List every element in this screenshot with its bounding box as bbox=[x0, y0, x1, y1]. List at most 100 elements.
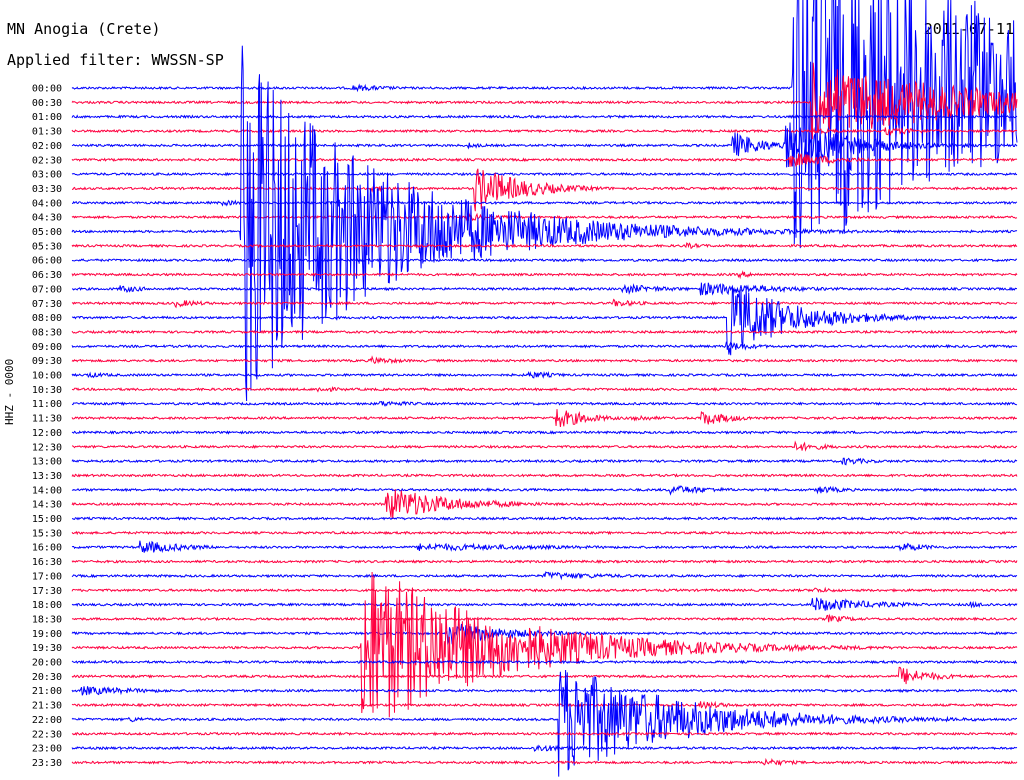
trace-line bbox=[71, 530, 1018, 536]
trace-line bbox=[71, 122, 1018, 168]
trace-line bbox=[71, 171, 1018, 177]
trace-lines bbox=[71, 0, 1018, 777]
trace-line bbox=[71, 400, 1018, 407]
trace-line bbox=[71, 440, 1018, 452]
trace-line bbox=[71, 126, 1018, 137]
row-label: 17:30 bbox=[32, 586, 62, 597]
trace-line bbox=[71, 242, 1018, 250]
row-label: 02:00 bbox=[32, 141, 62, 152]
trace-line bbox=[71, 659, 1018, 665]
row-label: 09:00 bbox=[32, 342, 62, 353]
trace-line bbox=[71, 45, 1018, 402]
row-label: 04:00 bbox=[32, 198, 62, 209]
trace-line bbox=[71, 666, 1018, 685]
trace-line bbox=[72, 199, 1018, 207]
trace-line bbox=[71, 430, 1018, 435]
row-label: 05:00 bbox=[32, 227, 62, 238]
trace-line bbox=[71, 62, 1018, 140]
trace-line bbox=[71, 744, 1018, 752]
row-label: 18:30 bbox=[32, 614, 62, 625]
row-label: 06:30 bbox=[32, 270, 62, 281]
row-label: 22:00 bbox=[32, 715, 62, 726]
row-label: 08:30 bbox=[32, 327, 62, 338]
station-title: MN Anogia (Crete) bbox=[7, 20, 161, 38]
row-label: 01:30 bbox=[32, 127, 62, 138]
row-label: 07:30 bbox=[32, 299, 62, 310]
row-label: 02:30 bbox=[32, 155, 62, 166]
trace-line bbox=[71, 270, 1018, 280]
trace-line bbox=[71, 0, 1018, 249]
trace-line bbox=[71, 114, 1018, 120]
row-label: 01:00 bbox=[32, 112, 62, 123]
trace-line bbox=[71, 757, 1018, 767]
row-label: 17:00 bbox=[32, 571, 62, 582]
trace-line bbox=[71, 571, 1018, 718]
trace-line bbox=[71, 540, 1017, 554]
row-label: 07:00 bbox=[32, 284, 62, 295]
row-label: 20:00 bbox=[32, 658, 62, 669]
trace-line bbox=[71, 298, 1018, 309]
row-label: 10:30 bbox=[32, 385, 62, 396]
trace-line bbox=[71, 282, 1017, 296]
row-label: 14:30 bbox=[32, 500, 62, 511]
row-label: 11:00 bbox=[32, 399, 62, 410]
row-label: 23:00 bbox=[32, 744, 62, 755]
trace-line bbox=[71, 341, 1018, 351]
trace-line bbox=[71, 700, 1018, 710]
row-label: 21:00 bbox=[32, 686, 62, 697]
date-label: 2011-07-11 bbox=[923, 20, 1014, 38]
row-label: 05:30 bbox=[32, 241, 62, 252]
row-label: 13:00 bbox=[32, 457, 62, 468]
trace-line bbox=[71, 485, 1018, 496]
trace-line bbox=[71, 623, 1018, 645]
trace-line bbox=[71, 686, 1018, 696]
trace-line bbox=[71, 571, 1018, 581]
trace-line bbox=[71, 257, 1018, 263]
row-label: 19:30 bbox=[32, 643, 62, 654]
row-label: 22:30 bbox=[32, 729, 62, 740]
row-label: 11:30 bbox=[32, 414, 62, 425]
trace-line bbox=[71, 457, 1018, 466]
row-label: 14:00 bbox=[32, 485, 62, 496]
trace-line bbox=[71, 168, 1018, 212]
trace-line bbox=[71, 613, 1018, 623]
trace-line bbox=[71, 370, 1018, 379]
trace-line bbox=[71, 586, 1018, 593]
trace-line bbox=[71, 355, 1018, 365]
filter-label: Applied filter: WWSSN-SP bbox=[7, 51, 224, 69]
row-label: 03:30 bbox=[32, 184, 62, 195]
row-label: 16:30 bbox=[32, 557, 62, 568]
row-label: 13:30 bbox=[32, 471, 62, 482]
row-label: 20:30 bbox=[32, 672, 62, 683]
trace-line bbox=[71, 409, 1018, 427]
row-label: 15:30 bbox=[32, 528, 62, 539]
row-label: 19:00 bbox=[32, 629, 62, 640]
row-label: 15:00 bbox=[32, 514, 62, 525]
row-label: 00:30 bbox=[32, 98, 62, 109]
trace-line bbox=[71, 489, 1018, 520]
trace-line bbox=[71, 516, 1018, 521]
row-label: 08:00 bbox=[32, 313, 62, 324]
trace-line bbox=[71, 212, 1018, 222]
row-label: 03:00 bbox=[32, 170, 62, 181]
row-label: 06:00 bbox=[32, 256, 62, 267]
trace-line bbox=[71, 473, 1018, 478]
trace-line bbox=[71, 559, 1018, 564]
row-label: 10:00 bbox=[32, 371, 62, 382]
row-label: 04:30 bbox=[32, 213, 62, 224]
row-label: 16:00 bbox=[32, 543, 62, 554]
trace-line bbox=[71, 731, 1018, 737]
row-label: 00:00 bbox=[32, 84, 62, 95]
row-label: 12:30 bbox=[32, 442, 62, 453]
trace-line bbox=[71, 669, 1018, 777]
trace-line bbox=[71, 597, 1018, 611]
trace-line bbox=[71, 287, 1017, 356]
row-labels: 00:00 00:30 01:00 01:30 02:00 02:30 03:00 03:30… bbox=[32, 84, 62, 769]
row-label: 09:30 bbox=[32, 356, 62, 367]
trace-line bbox=[71, 153, 1018, 167]
trace-line bbox=[71, 386, 1018, 393]
trace-line bbox=[71, 329, 1018, 335]
row-label: 18:00 bbox=[32, 600, 62, 611]
